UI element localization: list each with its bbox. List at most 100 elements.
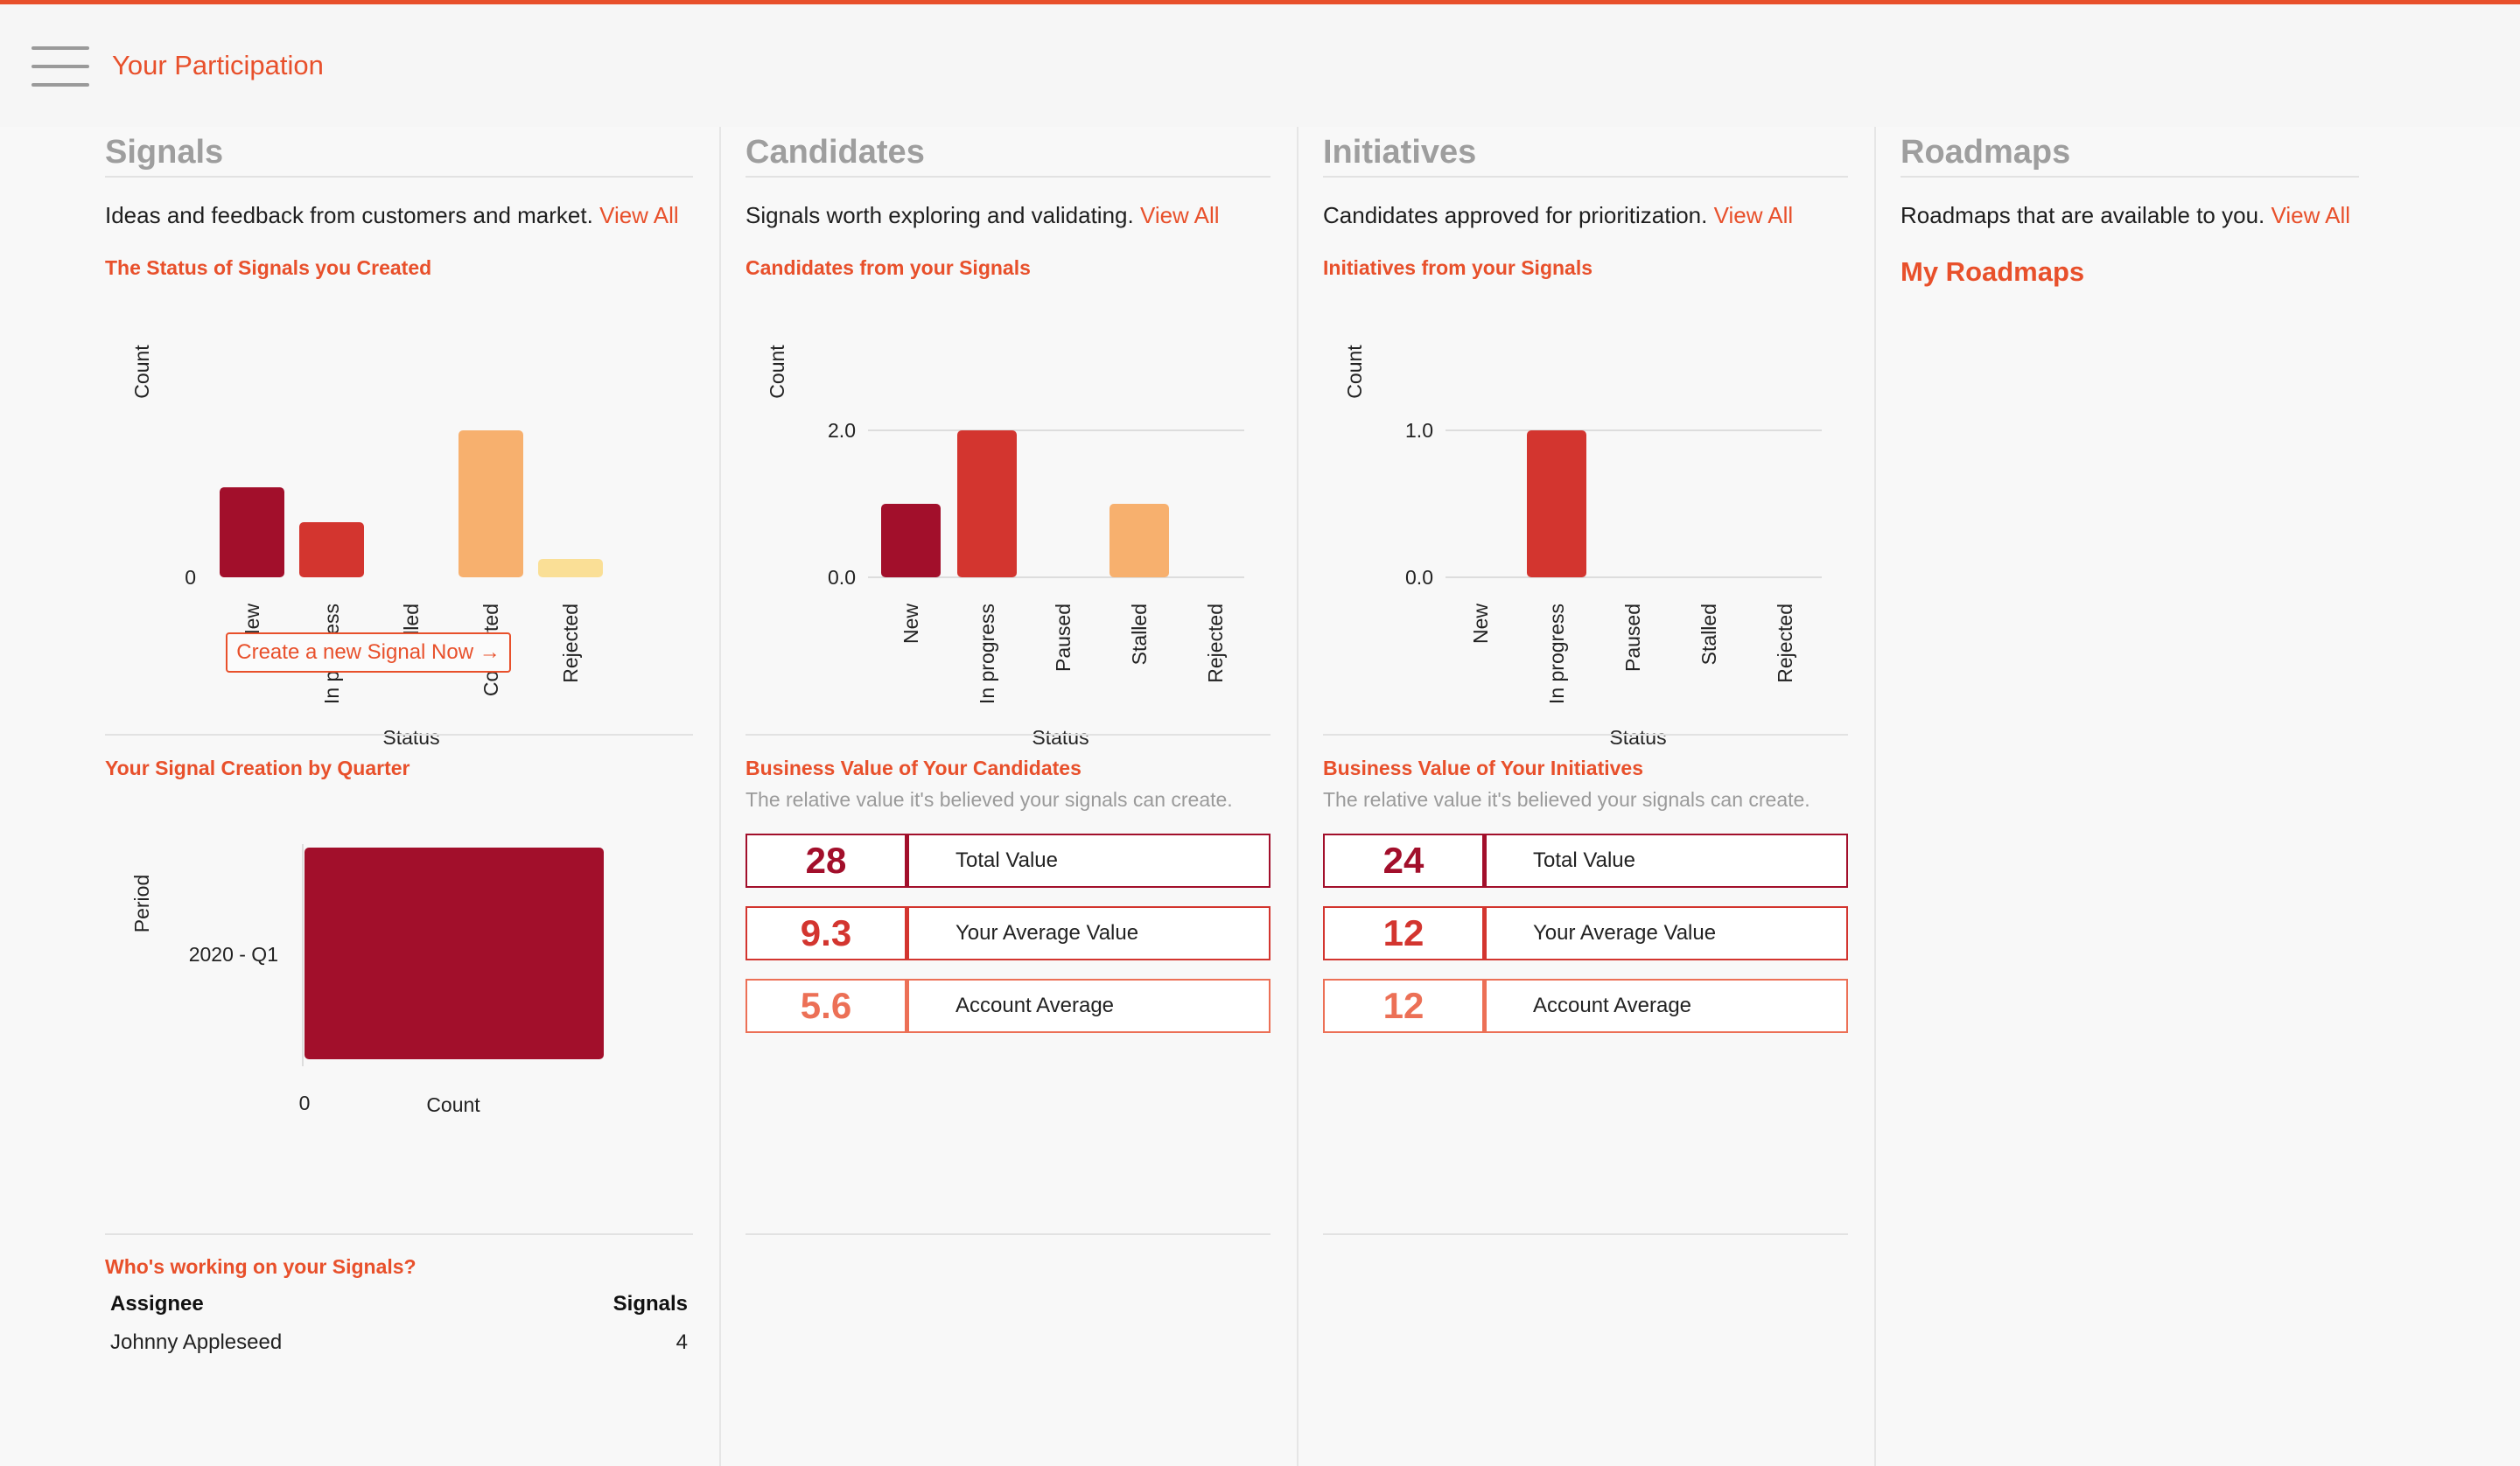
my-roadmaps-link[interactable]: My Roadmaps [1900, 256, 2085, 287]
y-tick-label: 2020 - Q1 [189, 943, 278, 966]
account-average-label: Account Average [1533, 994, 1692, 1017]
bar-stalled[interactable] [1110, 504, 1169, 577]
initiatives-chart-title: Initiatives from your Signals [1323, 256, 1593, 279]
column-divider [1874, 127, 1876, 1466]
x-tick-label: Paused [1052, 604, 1074, 672]
roadmaps-title: Roadmaps [1900, 134, 2071, 171]
initiatives-column: Initiatives Candidates approved for prio… [1323, 127, 1848, 1466]
x-tick-label: Rejected [1774, 604, 1796, 683]
create-signal-button[interactable]: Create a new Signal Now → [226, 632, 511, 673]
roadmaps-desc-text: Roadmaps that are available to you. [1900, 202, 2265, 228]
candidates-description: Signals worth exploring and validating. … [746, 202, 1220, 229]
candidates-chart: Count 2.0 0.0 New In progress Paused Stalled… [766, 345, 1244, 749]
y-axis-label: Count [130, 345, 153, 399]
y-tick-label: 1.0 [1405, 419, 1433, 442]
average-value-label: Your Average Value [956, 921, 1139, 945]
signals-status-chart-title: The Status of Signals you Created [105, 256, 432, 279]
divider [1323, 176, 1848, 178]
y-tick-label: 0.0 [1405, 566, 1433, 589]
candidates-value-title: Business Value of Your Candidates [746, 757, 1082, 779]
hamburger-menu-icon[interactable] [32, 45, 89, 88]
y-tick-label: 0 [185, 566, 196, 589]
average-value-box: 12 Your Average Value [1323, 906, 1848, 960]
bar-converted[interactable] [458, 430, 523, 577]
average-value-box: 9.3 Your Average Value [746, 906, 1270, 960]
account-average-number: 12 [1382, 985, 1424, 1026]
quarter-chart-title: Your Signal Creation by Quarter [105, 757, 410, 779]
initiatives-description: Candidates approved for prioritization. … [1323, 202, 1793, 229]
bar-in-progress[interactable] [957, 430, 1017, 577]
roadmaps-column: Roadmaps Roadmaps that are available to … [1900, 127, 2426, 1466]
column-divider [719, 127, 721, 1466]
x-axis-label: Count [426, 1093, 480, 1116]
total-value-number: 28 [805, 840, 847, 881]
account-average-number: 5.6 [800, 985, 852, 1026]
total-value-label: Total Value [1533, 848, 1635, 872]
bar-in-progress[interactable] [1527, 430, 1586, 577]
bar-in-progress[interactable] [299, 522, 364, 577]
y-tick-label: 2.0 [828, 419, 856, 442]
signals-title: Signals [105, 134, 224, 171]
divider [746, 176, 1270, 178]
signals-view-all-link[interactable]: View All [599, 202, 679, 228]
initiatives-desc-text: Candidates approved for prioritization. [1323, 202, 1708, 228]
total-value-box: 28 Total Value [746, 834, 1270, 888]
roadmaps-description: Roadmaps that are available to you. View… [1900, 202, 2350, 229]
workers-title: Who's working on your Signals? [105, 1255, 416, 1278]
signals-column-header: Signals [612, 1292, 688, 1316]
y-tick-label: 0.0 [828, 566, 856, 589]
divider [1323, 1233, 1848, 1235]
divider [105, 1233, 693, 1235]
roadmaps-view-all-link[interactable]: View All [2271, 202, 2351, 228]
app-header: Your Participation [0, 4, 2520, 127]
x-axis-label: Status [1609, 726, 1666, 749]
x-tick-label: Paused [1621, 604, 1644, 672]
initiatives-value-subtitle: The relative value it's believed your si… [1323, 788, 1810, 811]
x-tick-label: Rejected [1204, 604, 1227, 683]
value-divider [905, 908, 909, 959]
initiatives-value-title: Business Value of Your Initiatives [1323, 757, 1643, 779]
divider [105, 176, 693, 178]
y-axis-label: Count [1343, 345, 1366, 399]
divider [105, 734, 693, 736]
bar-new[interactable] [881, 504, 941, 577]
candidates-column: Candidates Signals worth exploring and v… [746, 127, 1270, 1466]
candidates-view-all-link[interactable]: View All [1139, 202, 1220, 228]
bar-2020-q1[interactable] [304, 848, 604, 1059]
divider [746, 1233, 1270, 1235]
value-divider [905, 981, 909, 1031]
account-average-box: 12 Account Average [1323, 979, 1848, 1033]
x-axis-label: Status [1032, 726, 1088, 749]
account-average-box: 5.6 Account Average [746, 979, 1270, 1033]
average-value-number: 9.3 [800, 912, 852, 953]
x-tick-label: 0 [299, 1092, 311, 1114]
total-value-label: Total Value [956, 848, 1058, 872]
signals-description: Ideas and feedback from customers and ma… [105, 202, 679, 229]
x-tick-label: Rejected [559, 604, 582, 683]
x-axis-label: Status [382, 726, 439, 749]
assignee-signal-count: 4 [676, 1330, 688, 1354]
top-accent-line [0, 0, 2520, 4]
account-average-label: Account Average [956, 994, 1115, 1017]
x-tick-label: Stalled [1128, 604, 1151, 665]
value-divider [905, 835, 909, 886]
signals-column: Signals Ideas and feedback from customer… [105, 127, 693, 1466]
bar-rejected[interactable] [538, 559, 603, 577]
total-value-number: 24 [1382, 840, 1424, 881]
average-value-number: 12 [1382, 912, 1424, 953]
signals-desc-text: Ideas and feedback from customers and ma… [105, 202, 593, 228]
divider [746, 734, 1270, 736]
x-tick-label: Stalled [1698, 604, 1720, 665]
value-divider [1482, 835, 1487, 886]
page-title: Your Participation [112, 50, 324, 80]
divider [1900, 176, 2359, 178]
x-tick-label: New [900, 604, 922, 644]
initiatives-title: Initiatives [1323, 134, 1477, 171]
bar-new[interactable] [220, 487, 284, 577]
initiatives-chart: Count 1.0 0.0 New In progress Paused Stalled… [1343, 345, 1822, 749]
signals-quarter-chart: Period 2020 - Q1 0 Count [130, 844, 604, 1116]
initiatives-view-all-link[interactable]: View All [1713, 202, 1794, 228]
assignee-name: Johnny Appleseed [110, 1330, 283, 1354]
value-divider [1482, 908, 1487, 959]
